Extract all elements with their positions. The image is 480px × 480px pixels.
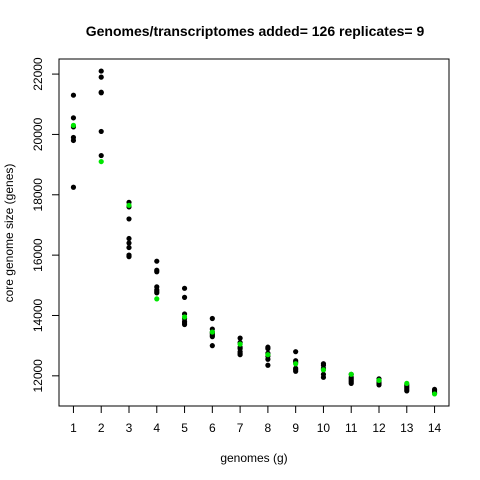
replicate-point — [70, 115, 77, 121]
replicate-point — [98, 74, 104, 80]
replicate-point — [126, 216, 132, 222]
x-tick-label: 10 — [317, 421, 331, 435]
y-axis: 12000 14000 16000 18000 20000 22000 — [31, 57, 60, 393]
mean-point — [376, 377, 382, 383]
replicate-point — [154, 269, 160, 275]
replicate-point — [98, 90, 104, 96]
replicate-point — [237, 352, 243, 358]
replicate-point — [181, 294, 188, 300]
x-tick-label: 13 — [400, 421, 414, 435]
replicate-point — [265, 362, 271, 368]
mean-point — [293, 361, 299, 367]
replicate-point — [265, 356, 271, 362]
plot-frame — [58, 58, 450, 407]
x-tick-label: 1 — [70, 421, 77, 435]
replicate-point — [265, 346, 271, 352]
x-tick-label: 7 — [237, 421, 244, 435]
replicate-point — [70, 92, 77, 98]
x-tick-label: 12 — [372, 421, 386, 435]
mean-point — [181, 314, 188, 320]
replicate-point — [348, 380, 354, 386]
mean-point — [70, 122, 77, 128]
replicate-point — [98, 68, 104, 74]
mean-point — [154, 296, 160, 302]
y-tick-label: 22000 — [31, 57, 45, 91]
replicate-point — [126, 240, 132, 246]
y-tick-label: 16000 — [31, 238, 45, 272]
y-tick-label: 14000 — [31, 298, 45, 332]
mean-point — [126, 202, 132, 208]
x-tick-label: 5 — [181, 421, 188, 435]
mean-point — [320, 367, 327, 373]
replicate-point — [320, 374, 327, 380]
x-tick-label: 3 — [126, 421, 133, 435]
x-axis-label: genomes (g) — [220, 451, 287, 465]
replicate-point — [126, 235, 132, 242]
chart-title: Genomes/transcriptomes added= 126 replic… — [86, 23, 425, 39]
mean-point — [265, 352, 271, 358]
replicate-point — [293, 349, 299, 355]
x-axis: 1 2 3 4 5 6 7 8 9 10 11 12 13 14 — [70, 405, 442, 435]
replicate-point — [70, 184, 77, 190]
replicate-point — [154, 258, 160, 264]
replicate-point — [126, 244, 132, 251]
mean-point — [404, 380, 410, 386]
y-tick-label: 12000 — [31, 359, 45, 393]
x-tick-label: 6 — [209, 421, 216, 435]
x-tick-label: 2 — [98, 421, 105, 435]
mean-point — [209, 329, 215, 335]
x-tick-label: 4 — [153, 421, 160, 435]
x-tick-label: 11 — [345, 421, 358, 435]
data-points — [70, 68, 438, 397]
replicate-point — [181, 321, 188, 328]
replicate-point — [376, 382, 382, 388]
replicate-point — [293, 368, 299, 374]
replicate-point — [98, 128, 104, 135]
mean-point — [431, 391, 438, 397]
replicate-point — [181, 285, 188, 291]
replicate-point — [70, 137, 77, 144]
replicate-point — [126, 254, 132, 260]
x-tick-label: 9 — [292, 421, 299, 435]
mean-point — [98, 158, 104, 165]
replicate-point — [404, 388, 410, 394]
x-tick-label: 8 — [265, 421, 272, 435]
y-tick-label: 18000 — [31, 178, 45, 212]
replicate-point — [209, 343, 215, 349]
replicate-point — [237, 335, 243, 341]
replicate-point — [209, 334, 215, 340]
y-axis-label: core genome size (genes) — [2, 164, 16, 303]
replicate-point — [209, 315, 215, 322]
mean-point — [237, 341, 243, 347]
replicate-point — [154, 290, 160, 296]
x-tick-label: 14 — [428, 421, 442, 435]
y-tick-label: 20000 — [31, 117, 45, 151]
mean-point — [348, 371, 354, 377]
replicate-point — [98, 152, 104, 159]
